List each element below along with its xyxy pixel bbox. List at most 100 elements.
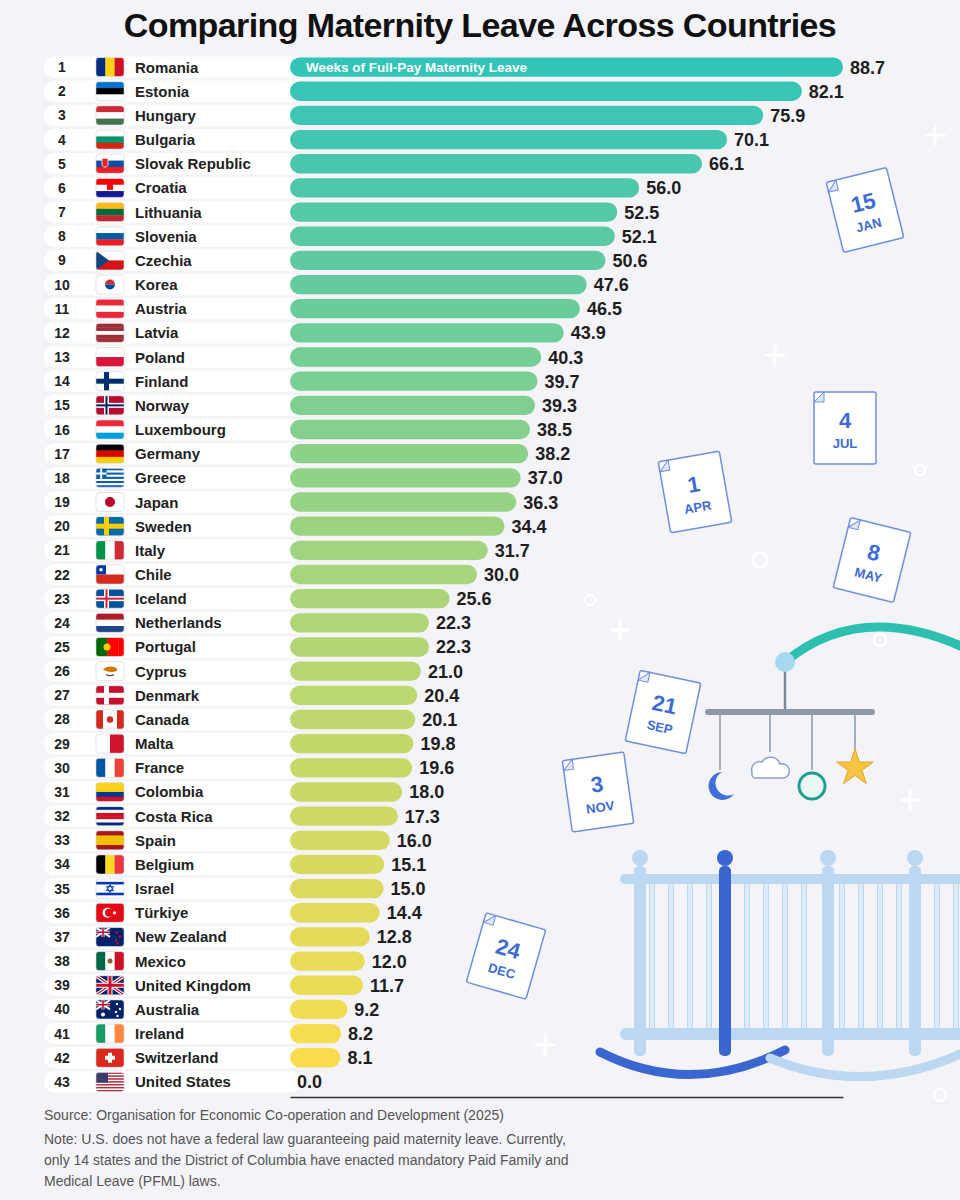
rank-label: 38 [54, 953, 70, 969]
bar [290, 130, 727, 149]
flag [96, 589, 124, 608]
category-label: Türkiye [135, 904, 188, 921]
category-label: Norway [135, 397, 190, 414]
category-label: Estonia [135, 83, 190, 100]
flag-stripe [96, 927, 124, 946]
flag-detail [105, 497, 115, 507]
row: 33Spain [44, 830, 302, 851]
flag [96, 444, 124, 463]
mobile-string [811, 715, 813, 770]
flag [96, 203, 124, 222]
mobile-string [719, 715, 721, 770]
flag-detail [116, 931, 118, 933]
row-background [44, 709, 302, 730]
flag-detail [96, 984, 124, 987]
flag-stripe [96, 816, 124, 819]
data-label: 38.2 [535, 444, 570, 464]
row-background [44, 56, 302, 77]
data-label: 82.1 [809, 82, 844, 102]
flag-detail [96, 596, 124, 601]
flag-border [96, 976, 124, 995]
flag-stripe [115, 952, 124, 971]
flag [96, 178, 124, 197]
row: 7Lithuania [44, 201, 302, 222]
calendar-fold [562, 759, 573, 770]
row-background [44, 1023, 302, 1044]
data-label: 40.3 [548, 348, 583, 368]
flag-stripe [96, 58, 106, 77]
rank-label: 15 [54, 397, 70, 413]
data-label: 19.6 [419, 758, 454, 778]
flag-border [96, 348, 124, 367]
flag-stripe [96, 493, 124, 512]
flag-stripe [96, 822, 124, 825]
flag-stripe [105, 758, 115, 777]
footnote: only 14 states and the District of Colum… [44, 1152, 569, 1168]
data-label: 88.7 [850, 58, 885, 78]
flag-detail [96, 404, 124, 406]
flag-stripe [96, 787, 124, 792]
footnote: Medical Leave (PFML) laws. [44, 1173, 221, 1189]
category-label: Iceland [135, 590, 187, 607]
calendar-fold [483, 913, 495, 925]
flag-stripe [96, 451, 124, 458]
row-background [44, 926, 302, 947]
category-label: Portugal [135, 638, 196, 655]
flag-stripe [105, 58, 115, 77]
rank-label: 24 [54, 615, 70, 631]
flag-stripe [96, 782, 124, 787]
bar [290, 951, 365, 970]
data-label: 9.2 [354, 1000, 379, 1020]
calendar-day: 8 [865, 539, 883, 566]
flag-detail [96, 473, 107, 475]
rank-label: 14 [54, 373, 70, 389]
rank-label: 2 [58, 83, 66, 99]
flag-stripe [96, 239, 124, 245]
calendar-month: NOV [585, 798, 615, 817]
row-background [44, 153, 302, 174]
calendar-paper [625, 670, 701, 753]
flag-detail [96, 379, 124, 384]
mobile-star [837, 749, 874, 784]
flag-stripe [117, 710, 124, 729]
flag-stripe [96, 758, 106, 777]
bar [290, 710, 415, 729]
rank-label: 9 [58, 252, 66, 268]
flag [96, 565, 124, 584]
flag-detail [96, 524, 124, 529]
row-background [44, 854, 302, 875]
data-label: 8.1 [347, 1048, 372, 1068]
flag-stripe [110, 734, 124, 753]
flag-border [96, 565, 124, 584]
category-label: Israel [135, 880, 174, 897]
flag [96, 372, 124, 391]
data-label: 39.7 [545, 372, 580, 392]
flag-stripe [96, 119, 124, 125]
bar [290, 637, 429, 656]
flag-stripe [96, 836, 124, 841]
flag-border [96, 1048, 124, 1067]
flag-border [96, 275, 124, 294]
calendar-month: DEC [486, 960, 517, 982]
row: 31Colombia [44, 781, 302, 802]
crib-slat [840, 882, 845, 1032]
row-background [44, 226, 302, 247]
row-background [44, 419, 302, 440]
rank-label: 42 [54, 1050, 70, 1066]
bar [290, 806, 398, 825]
flag-detail [96, 403, 124, 408]
row: 13Poland [44, 346, 302, 367]
flag [96, 154, 124, 173]
bar [290, 903, 380, 922]
flag [96, 782, 124, 801]
flag-stripe [96, 233, 124, 240]
bar [290, 275, 587, 294]
category-label: France [135, 759, 184, 776]
flag-detail [96, 251, 109, 270]
row-background [44, 491, 302, 512]
category-label: Slovak Republic [135, 155, 251, 172]
data-label: 31.7 [495, 541, 530, 561]
rank-label: 11 [55, 301, 70, 317]
flag-stripe [96, 106, 124, 113]
category-label: Switzerland [135, 1049, 218, 1066]
